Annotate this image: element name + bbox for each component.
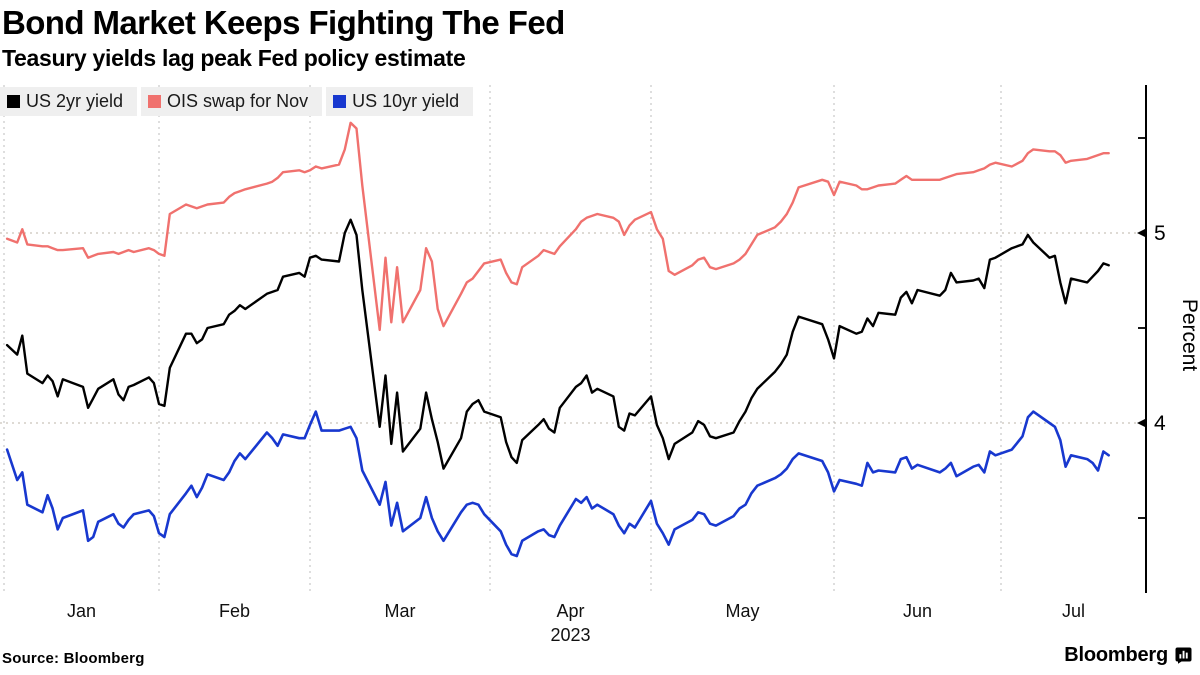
- y-tick-arrow-icon: [1137, 418, 1147, 428]
- x-tick-label: Jan: [67, 601, 96, 621]
- series-line-us-10yr-yield: [5, 410, 1110, 558]
- x-tick-label: Mar: [385, 601, 416, 621]
- x-tick-label: Apr: [556, 601, 584, 621]
- legend-swatch-icon: [148, 95, 162, 108]
- legend-label: US 10yr yield: [352, 91, 460, 111]
- page-subtitle: Teasury yields lag peak Fed policy estim…: [2, 45, 466, 71]
- series-line-us-2yr-yield: [5, 218, 1110, 470]
- bloomberg-bars-bubble-icon: [1175, 647, 1192, 664]
- x-tick-label: Jul: [1062, 601, 1085, 621]
- source-note: Source: Bloomberg: [2, 650, 145, 667]
- legend-item-1: OIS swap for Nov: [141, 87, 323, 116]
- y-tick-label: 4: [1154, 412, 1166, 435]
- legend-swatch-icon: [7, 95, 20, 108]
- y-tick-arrow-icon: [1137, 228, 1147, 238]
- chart-legend: US 2yr yield OIS swap for Nov US 10yr yiel…: [0, 87, 474, 116]
- chart-plot-area: 4 5 Percent Jan Feb Mar Apr 2023 May Jun Jul: [0, 85, 1200, 645]
- y-tick-label: 5: [1154, 222, 1166, 245]
- x-tick-label: Feb: [219, 601, 250, 621]
- y-axis-title: Percent: [1178, 299, 1200, 372]
- x-tick-label: Jun: [903, 601, 932, 621]
- legend-label: OIS swap for Nov: [167, 91, 309, 111]
- line-chart: 4 5 Percent Jan Feb Mar Apr 2023 May Jun Jul: [0, 85, 1200, 645]
- page-title: Bond Market Keeps Fighting The Fed: [2, 4, 565, 41]
- series-line-ois-swap-for-nov: [5, 121, 1110, 332]
- bloomberg-wordmark: Bloomberg: [1064, 644, 1168, 666]
- bloomberg-brand: Bloomberg: [1064, 644, 1192, 667]
- x-axis-year-label: 2023: [550, 625, 590, 645]
- legend-label: US 2yr yield: [26, 91, 124, 111]
- legend-swatch-icon: [333, 95, 347, 108]
- x-tick-label: May: [725, 601, 759, 621]
- legend-item-2: US 10yr yield: [326, 87, 474, 116]
- legend-item-0: US 2yr yield: [0, 87, 138, 116]
